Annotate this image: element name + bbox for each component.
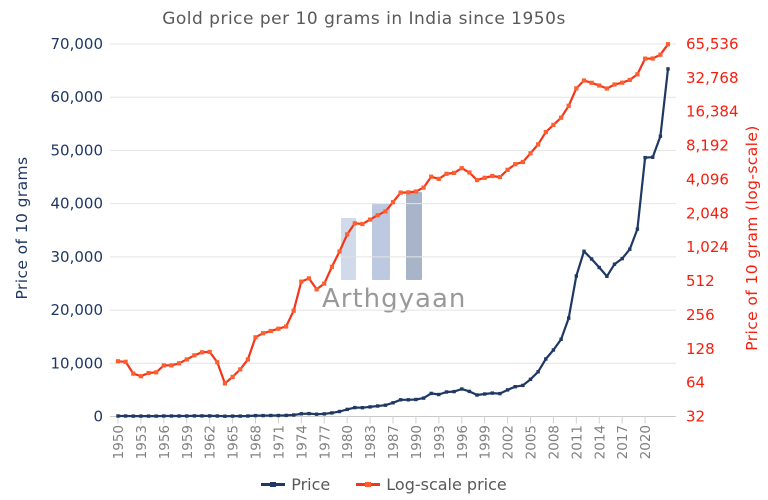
svg-text:1999: 1999 [478, 425, 494, 459]
watermark-bars-icon [322, 190, 440, 280]
svg-text:40,000: 40,000 [51, 195, 104, 213]
x-axis-tick-labels: 1950 1953 1956 1959 1962 1965 1968 1971 1974 1977… [111, 425, 654, 459]
svg-text:32,768: 32,768 [686, 69, 739, 87]
svg-text:32: 32 [686, 408, 705, 426]
svg-text:1950: 1950 [111, 425, 127, 459]
svg-text:1965: 1965 [226, 425, 242, 459]
legend-item-log-scale-price: Log-scale price [356, 475, 507, 494]
svg-text:1968: 1968 [249, 425, 265, 459]
log-scale-price-legend-swatch-icon [356, 481, 381, 488]
svg-text:8,192: 8,192 [686, 137, 729, 155]
svg-text:50,000: 50,000 [51, 141, 104, 159]
svg-text:2002: 2002 [501, 425, 517, 459]
svg-text:128: 128 [686, 340, 715, 358]
svg-text:70,000: 70,000 [51, 35, 104, 53]
svg-text:1980: 1980 [340, 425, 356, 459]
svg-text:2011: 2011 [569, 425, 585, 459]
svg-text:1956: 1956 [157, 425, 173, 459]
chart-title: Gold price per 10 grams in India since 1… [162, 9, 566, 29]
watermark-bar-1 [340, 218, 356, 280]
svg-text:1974: 1974 [294, 425, 310, 459]
svg-text:1983: 1983 [363, 425, 379, 459]
watermark-bar-3 [405, 192, 422, 280]
svg-text:16,384: 16,384 [686, 103, 739, 121]
svg-text:2020: 2020 [638, 425, 654, 459]
svg-text:1959: 1959 [180, 425, 196, 459]
price-legend-swatch-icon [261, 481, 286, 488]
svg-text:4,096: 4,096 [686, 170, 729, 188]
svg-text:20,000: 20,000 [51, 301, 104, 319]
svg-text:1987: 1987 [386, 425, 402, 459]
svg-text:60,000: 60,000 [51, 88, 104, 106]
svg-text:2005: 2005 [524, 425, 540, 459]
svg-text:10,000: 10,000 [51, 354, 104, 372]
svg-text:64: 64 [686, 374, 705, 392]
svg-text:1971: 1971 [271, 425, 287, 459]
legend-label-log-scale-price: Log-scale price [386, 475, 507, 494]
svg-text:65,536: 65,536 [686, 35, 739, 53]
gridlines [110, 43, 676, 417]
x-axis-ticks [117, 416, 646, 424]
svg-text:1953: 1953 [134, 425, 150, 459]
svg-text:2017: 2017 [615, 425, 631, 459]
right-axis-tick-labels: 65,536 32,768 16,384 8,192 4,096 2,048 1,024 51… [686, 35, 739, 426]
svg-text:1,024: 1,024 [686, 238, 729, 256]
series-price [116, 67, 670, 418]
svg-text:2,048: 2,048 [686, 204, 729, 222]
svg-text:1993: 1993 [432, 425, 448, 459]
svg-text:1990: 1990 [409, 425, 425, 459]
legend-item-price: Price [261, 475, 330, 494]
svg-text:1977: 1977 [317, 425, 333, 459]
svg-text:512: 512 [686, 272, 715, 290]
watermark-bar-2 [371, 204, 390, 280]
svg-text:2008: 2008 [546, 425, 562, 459]
legend: Price Log-scale price [0, 475, 768, 494]
svg-text:0: 0 [93, 408, 103, 426]
series-log-scale-price [115, 42, 671, 386]
svg-text:2014: 2014 [592, 425, 608, 459]
svg-text:30,000: 30,000 [51, 248, 104, 266]
left-axis-tick-labels: 70,000 60,000 50,000 40,000 30,000 20,000 10,0… [51, 35, 104, 426]
svg-text:1962: 1962 [203, 425, 219, 459]
svg-text:1996: 1996 [455, 425, 471, 459]
svg-text:256: 256 [686, 306, 715, 324]
legend-label-price: Price [291, 475, 331, 494]
